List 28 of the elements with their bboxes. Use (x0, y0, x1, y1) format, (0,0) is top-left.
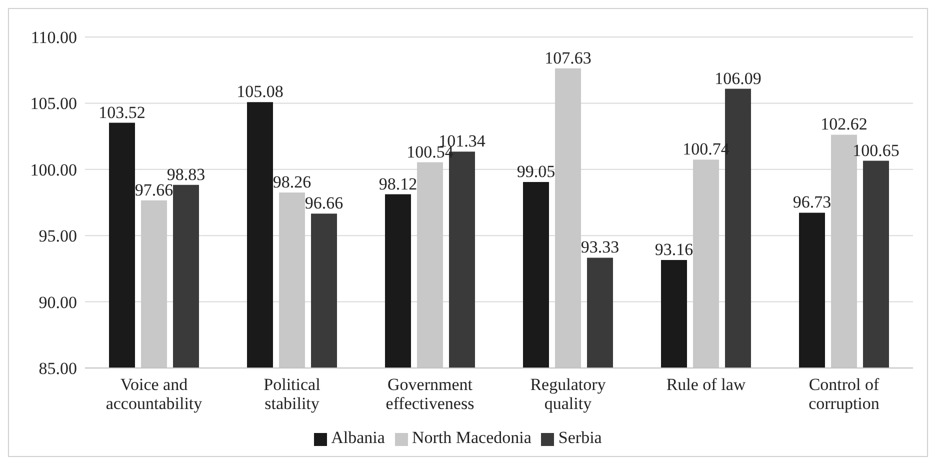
data-label: 96.73 (792, 192, 832, 212)
data-label: 107.63 (544, 48, 592, 68)
data-label: 100.65 (852, 140, 900, 160)
y-tick-label: 95.00 (38, 226, 77, 246)
data-label: 99.05 (516, 162, 556, 181)
x-tick-label: Control of corruption (808, 375, 880, 413)
y-tick-label: 90.00 (38, 292, 77, 312)
data-label: 96.66 (304, 194, 344, 213)
y-tick-label: 110.00 (30, 28, 77, 48)
x-tick-label: Voice and accountability (106, 375, 203, 413)
x-tick-label: Rule of law (666, 375, 746, 394)
data-label: 106.09 (714, 68, 762, 88)
data-label: 102.62 (820, 114, 868, 134)
legend-label: North Macedonia (412, 428, 532, 447)
y-tick-label: 105.00 (30, 94, 77, 114)
data-label: 98.12 (378, 174, 418, 194)
x-tick-label: Government effectiveness (386, 375, 474, 413)
data-label: 93.16 (654, 240, 694, 259)
x-tick-label: Political stability (264, 375, 321, 413)
data-label: 98.26 (272, 172, 312, 192)
data-label: 105.08 (236, 82, 284, 102)
data-label: 93.33 (580, 238, 620, 257)
data-label: 103.52 (98, 102, 146, 122)
legend-label: Serbia (558, 428, 602, 447)
y-tick-label: 85.00 (38, 359, 77, 378)
legend-label: Albania (331, 428, 385, 447)
y-tick-label: 100.00 (30, 160, 77, 180)
x-tick-label: Regulatory quality (530, 375, 606, 413)
